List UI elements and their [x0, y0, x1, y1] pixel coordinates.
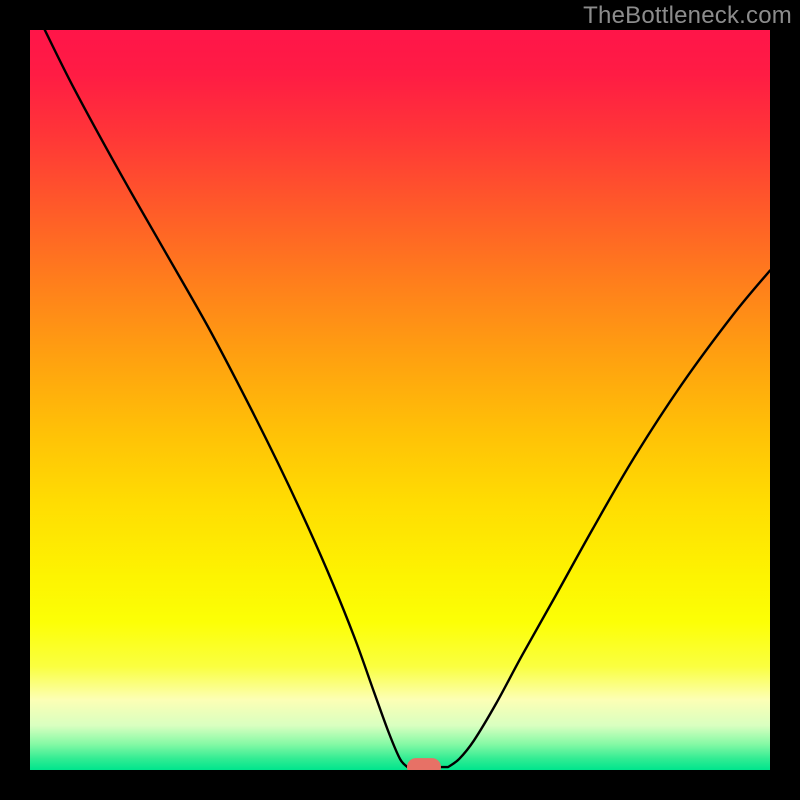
plot-svg	[30, 30, 770, 770]
outer-frame: TheBottleneck.com	[0, 0, 800, 800]
watermark-text: TheBottleneck.com	[583, 2, 792, 30]
optimum-marker	[407, 758, 441, 770]
plot-background	[30, 30, 770, 770]
plot-area	[30, 30, 770, 770]
